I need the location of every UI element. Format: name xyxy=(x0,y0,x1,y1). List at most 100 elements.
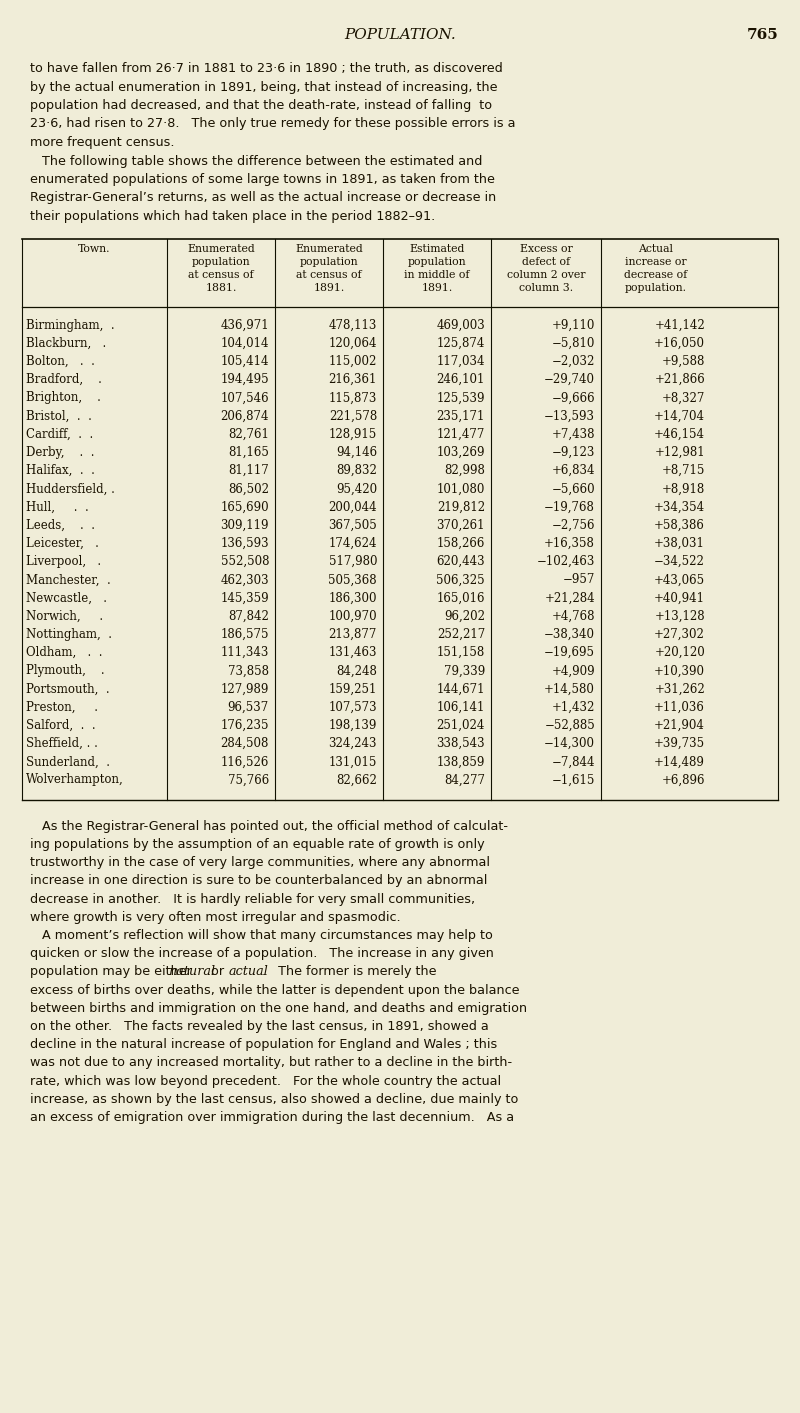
Text: Salford,  .  .: Salford, . . xyxy=(26,719,96,732)
Text: +40,941: +40,941 xyxy=(654,592,705,605)
Text: −13,593: −13,593 xyxy=(544,410,595,422)
Text: A moment’s reflection will show that many circumstances may help to: A moment’s reflection will show that man… xyxy=(30,928,493,942)
Text: Brighton,    .: Brighton, . xyxy=(26,391,101,404)
Text: more frequent census.: more frequent census. xyxy=(30,136,174,148)
Text: +14,489: +14,489 xyxy=(654,756,705,769)
Text: 284,508: 284,508 xyxy=(221,738,269,750)
Text: Sunderland,  .: Sunderland, . xyxy=(26,756,110,769)
Text: increase in one direction is sure to be counterbalanced by an abnormal: increase in one direction is sure to be … xyxy=(30,875,487,887)
Text: between births and immigration on the one hand, and deaths and emigration: between births and immigration on the on… xyxy=(30,1002,527,1015)
Text: excess of births over deaths, while the latter is dependent upon the balance: excess of births over deaths, while the … xyxy=(30,983,519,996)
Text: Estimated
population
in middle of
1891.: Estimated population in middle of 1891. xyxy=(404,244,470,292)
Text: +4,768: +4,768 xyxy=(551,609,595,623)
Text: Bristol,  .  .: Bristol, . . xyxy=(26,410,92,422)
Text: population had decreased, and that the death-rate, instead of falling  to: population had decreased, and that the d… xyxy=(30,99,492,112)
Text: or: or xyxy=(206,965,228,978)
Text: +9,588: +9,588 xyxy=(662,355,705,367)
Text: 436,971: 436,971 xyxy=(220,318,269,332)
Text: 462,303: 462,303 xyxy=(220,574,269,586)
Text: 106,141: 106,141 xyxy=(437,701,485,714)
Text: increase, as shown by the last census, also showed a decline, due mainly to: increase, as shown by the last census, a… xyxy=(30,1092,518,1106)
Text: 107,573: 107,573 xyxy=(328,701,377,714)
Text: 213,877: 213,877 xyxy=(329,627,377,642)
Text: −5,660: −5,660 xyxy=(551,482,595,496)
Text: POPULATION.: POPULATION. xyxy=(344,28,456,42)
Text: +6,834: +6,834 xyxy=(551,463,595,478)
Text: Registrar-General’s returns, as well as the actual increase or decrease in: Registrar-General’s returns, as well as … xyxy=(30,192,496,205)
Text: Norwich,     .: Norwich, . xyxy=(26,609,103,623)
Text: 125,539: 125,539 xyxy=(437,391,485,404)
Text: by the actual enumeration in 1891, being, that instead of increasing, the: by the actual enumeration in 1891, being… xyxy=(30,81,498,93)
Text: 186,575: 186,575 xyxy=(221,627,269,642)
Text: 176,235: 176,235 xyxy=(221,719,269,732)
Text: 216,361: 216,361 xyxy=(329,373,377,386)
Text: −9,123: −9,123 xyxy=(552,447,595,459)
Text: population may be either: population may be either xyxy=(30,965,196,978)
Text: 505,368: 505,368 xyxy=(328,574,377,586)
Text: decline in the natural increase of population for England and Wales ; this: decline in the natural increase of popul… xyxy=(30,1039,498,1051)
Text: −102,463: −102,463 xyxy=(537,555,595,568)
Text: +31,262: +31,262 xyxy=(654,682,705,695)
Text: 309,119: 309,119 xyxy=(221,519,269,531)
Text: Huddersfield, .: Huddersfield, . xyxy=(26,482,115,496)
Text: 338,543: 338,543 xyxy=(436,738,485,750)
Text: The following table shows the difference between the estimated and: The following table shows the difference… xyxy=(30,154,482,168)
Text: 136,593: 136,593 xyxy=(220,537,269,550)
Text: −29,740: −29,740 xyxy=(544,373,595,386)
Text: 84,277: 84,277 xyxy=(444,773,485,787)
Text: on the other.   The facts revealed by the last census, in 1891, showed a: on the other. The facts revealed by the … xyxy=(30,1020,489,1033)
Text: 235,171: 235,171 xyxy=(437,410,485,422)
Text: Bolton,   .  .: Bolton, . . xyxy=(26,355,95,367)
Text: quicken or slow the increase of a population.   The increase in any given: quicken or slow the increase of a popula… xyxy=(30,947,494,959)
Text: −2,032: −2,032 xyxy=(552,355,595,367)
Text: 116,526: 116,526 xyxy=(221,756,269,769)
Text: Manchester,  .: Manchester, . xyxy=(26,574,110,586)
Text: Blackburn,   .: Blackburn, . xyxy=(26,336,106,349)
Text: +13,128: +13,128 xyxy=(654,609,705,623)
Text: +16,358: +16,358 xyxy=(544,537,595,550)
Text: −7,844: −7,844 xyxy=(551,756,595,769)
Text: 127,989: 127,989 xyxy=(221,682,269,695)
Text: 87,842: 87,842 xyxy=(228,609,269,623)
Text: 219,812: 219,812 xyxy=(437,500,485,513)
Text: 75,766: 75,766 xyxy=(228,773,269,787)
Text: 251,024: 251,024 xyxy=(437,719,485,732)
Text: 86,502: 86,502 xyxy=(228,482,269,496)
Text: Plymouth,    .: Plymouth, . xyxy=(26,664,105,677)
Text: Town.: Town. xyxy=(78,244,110,254)
Text: 101,080: 101,080 xyxy=(437,482,485,496)
Text: 103,269: 103,269 xyxy=(437,447,485,459)
Text: 115,873: 115,873 xyxy=(329,391,377,404)
Text: 246,101: 246,101 xyxy=(437,373,485,386)
Text: −957: −957 xyxy=(562,574,595,586)
Text: +20,120: +20,120 xyxy=(654,646,705,658)
Text: enumerated populations of some large towns in 1891, as taken from the: enumerated populations of some large tow… xyxy=(30,172,495,187)
Text: 82,761: 82,761 xyxy=(228,428,269,441)
Text: 89,832: 89,832 xyxy=(336,463,377,478)
Text: trustworthy in the case of very large communities, where any abnormal: trustworthy in the case of very large co… xyxy=(30,856,490,869)
Text: −38,340: −38,340 xyxy=(544,627,595,642)
Text: 125,874: 125,874 xyxy=(437,336,485,349)
Text: Cardiff,  .  .: Cardiff, . . xyxy=(26,428,94,441)
Text: −34,522: −34,522 xyxy=(654,555,705,568)
Text: where growth is very often most irregular and spasmodic.: where growth is very often most irregula… xyxy=(30,911,401,924)
Text: 194,495: 194,495 xyxy=(220,373,269,386)
Text: 105,414: 105,414 xyxy=(221,355,269,367)
Text: 517,980: 517,980 xyxy=(329,555,377,568)
Text: +6,896: +6,896 xyxy=(662,773,705,787)
Text: 81,165: 81,165 xyxy=(228,447,269,459)
Text: 84,248: 84,248 xyxy=(336,664,377,677)
Text: Excess or
defect of
column 2 over
column 3.: Excess or defect of column 2 over column… xyxy=(506,244,586,292)
Text: 82,998: 82,998 xyxy=(444,463,485,478)
Text: +9,110: +9,110 xyxy=(552,318,595,332)
Text: Oldham,   .  .: Oldham, . . xyxy=(26,646,102,658)
Text: +12,981: +12,981 xyxy=(654,447,705,459)
Text: +14,580: +14,580 xyxy=(544,682,595,695)
Text: actual: actual xyxy=(229,965,269,978)
Text: +8,918: +8,918 xyxy=(662,482,705,496)
Text: +38,031: +38,031 xyxy=(654,537,705,550)
Text: 367,505: 367,505 xyxy=(328,519,377,531)
Text: .   The former is merely the: . The former is merely the xyxy=(262,965,436,978)
Text: Bradford,    .: Bradford, . xyxy=(26,373,102,386)
Text: Newcastle,   .: Newcastle, . xyxy=(26,592,107,605)
